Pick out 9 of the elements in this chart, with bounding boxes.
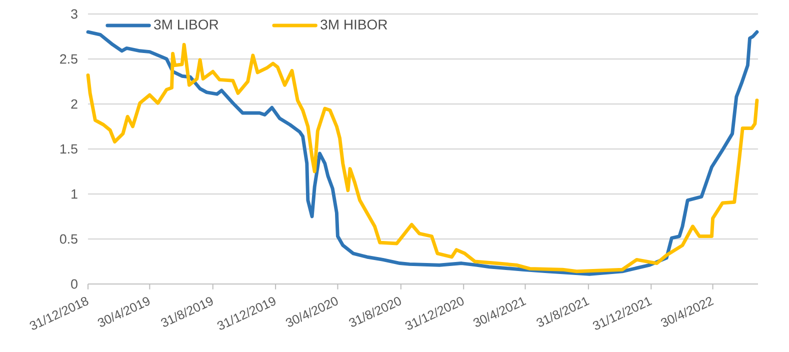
y-tick-label: 0 bbox=[71, 279, 78, 289]
y-tick-label: 2.5 bbox=[60, 54, 78, 64]
y-tick-label: 2 bbox=[71, 99, 78, 109]
y-tick-label: 3 bbox=[71, 9, 78, 19]
y-tick-label: 1.5 bbox=[60, 144, 78, 154]
legend-label: 3M HIBOR bbox=[320, 20, 388, 30]
y-tick-label: 0.5 bbox=[60, 234, 78, 244]
y-tick-label: 1 bbox=[72, 189, 78, 199]
legend-label: 3M LIBOR bbox=[154, 20, 218, 30]
